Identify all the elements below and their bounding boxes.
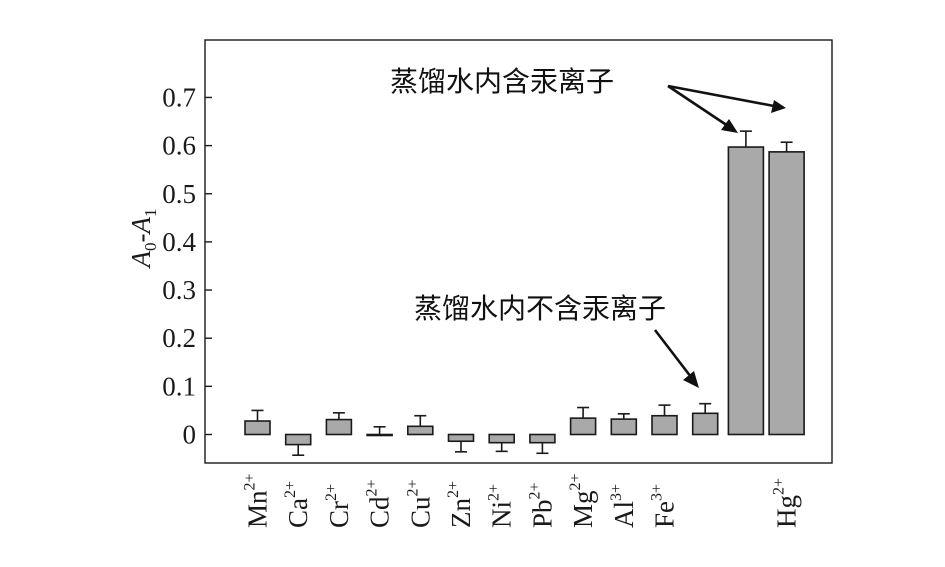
bar — [244, 420, 271, 436]
bar — [447, 433, 475, 443]
y-axis: 0 0.1 0.2 0.3 0.4 0.5 0.6 0.7 — [162, 82, 212, 450]
bar — [768, 151, 805, 436]
bars — [244, 146, 805, 446]
arrow-to-control-bar — [653, 329, 699, 388]
plot-frame — [204, 39, 833, 464]
bar — [325, 418, 353, 436]
y-tick-label: 0.6 — [162, 131, 196, 161]
x-category-label: Hg2+ — [771, 478, 802, 528]
bar — [284, 433, 312, 446]
bar — [488, 433, 516, 444]
error-bars — [251, 130, 793, 457]
x-category-label: Pb2+ — [526, 482, 557, 528]
bar — [727, 146, 765, 436]
x-category-label: Ca2+ — [282, 481, 313, 528]
y-tick-label: 0.2 — [162, 323, 196, 353]
arrow-to-mercury-bars — [667, 84, 786, 133]
bar — [691, 412, 719, 436]
bar — [366, 433, 393, 437]
bar — [651, 414, 678, 436]
x-category-label: Zn2+ — [445, 481, 476, 528]
y-tick-label: 0.1 — [162, 371, 196, 401]
bar — [406, 425, 434, 436]
y-tick-label: 0.7 — [162, 82, 196, 112]
x-category-label: Cd2+ — [364, 479, 395, 528]
annotation-without-mercury: 蒸馏水内不含汞离子 — [414, 292, 666, 325]
x-category-label: Mn2+ — [242, 473, 273, 528]
y-tick-label: 0.5 — [162, 179, 196, 209]
y-tick-label: 0 — [183, 420, 197, 450]
x-category-label: Fe3+ — [649, 484, 680, 528]
y-tick-label: 0.3 — [162, 275, 196, 305]
bar — [529, 433, 556, 444]
y-tick-label: 0.4 — [162, 227, 196, 257]
x-category-label: Cr2+ — [323, 484, 354, 528]
x-category-label: Al3+ — [608, 484, 639, 528]
bar — [610, 418, 638, 436]
x-axis-labels: Mn2+ Ca2+ Cr2+ Cd2+ Cu2+ Zn2+ Ni2+ Pb2+ Mg2+ Al3+… — [242, 473, 802, 528]
bar — [569, 417, 597, 436]
annotation-with-mercury: 蒸馏水内含汞离子 — [390, 65, 614, 98]
y-axis-title: A0-A1 — [126, 209, 160, 270]
x-category-label: Mg2+ — [567, 473, 598, 528]
x-category-label: Cu2+ — [404, 479, 435, 528]
x-category-label: Ni2+ — [486, 484, 517, 528]
